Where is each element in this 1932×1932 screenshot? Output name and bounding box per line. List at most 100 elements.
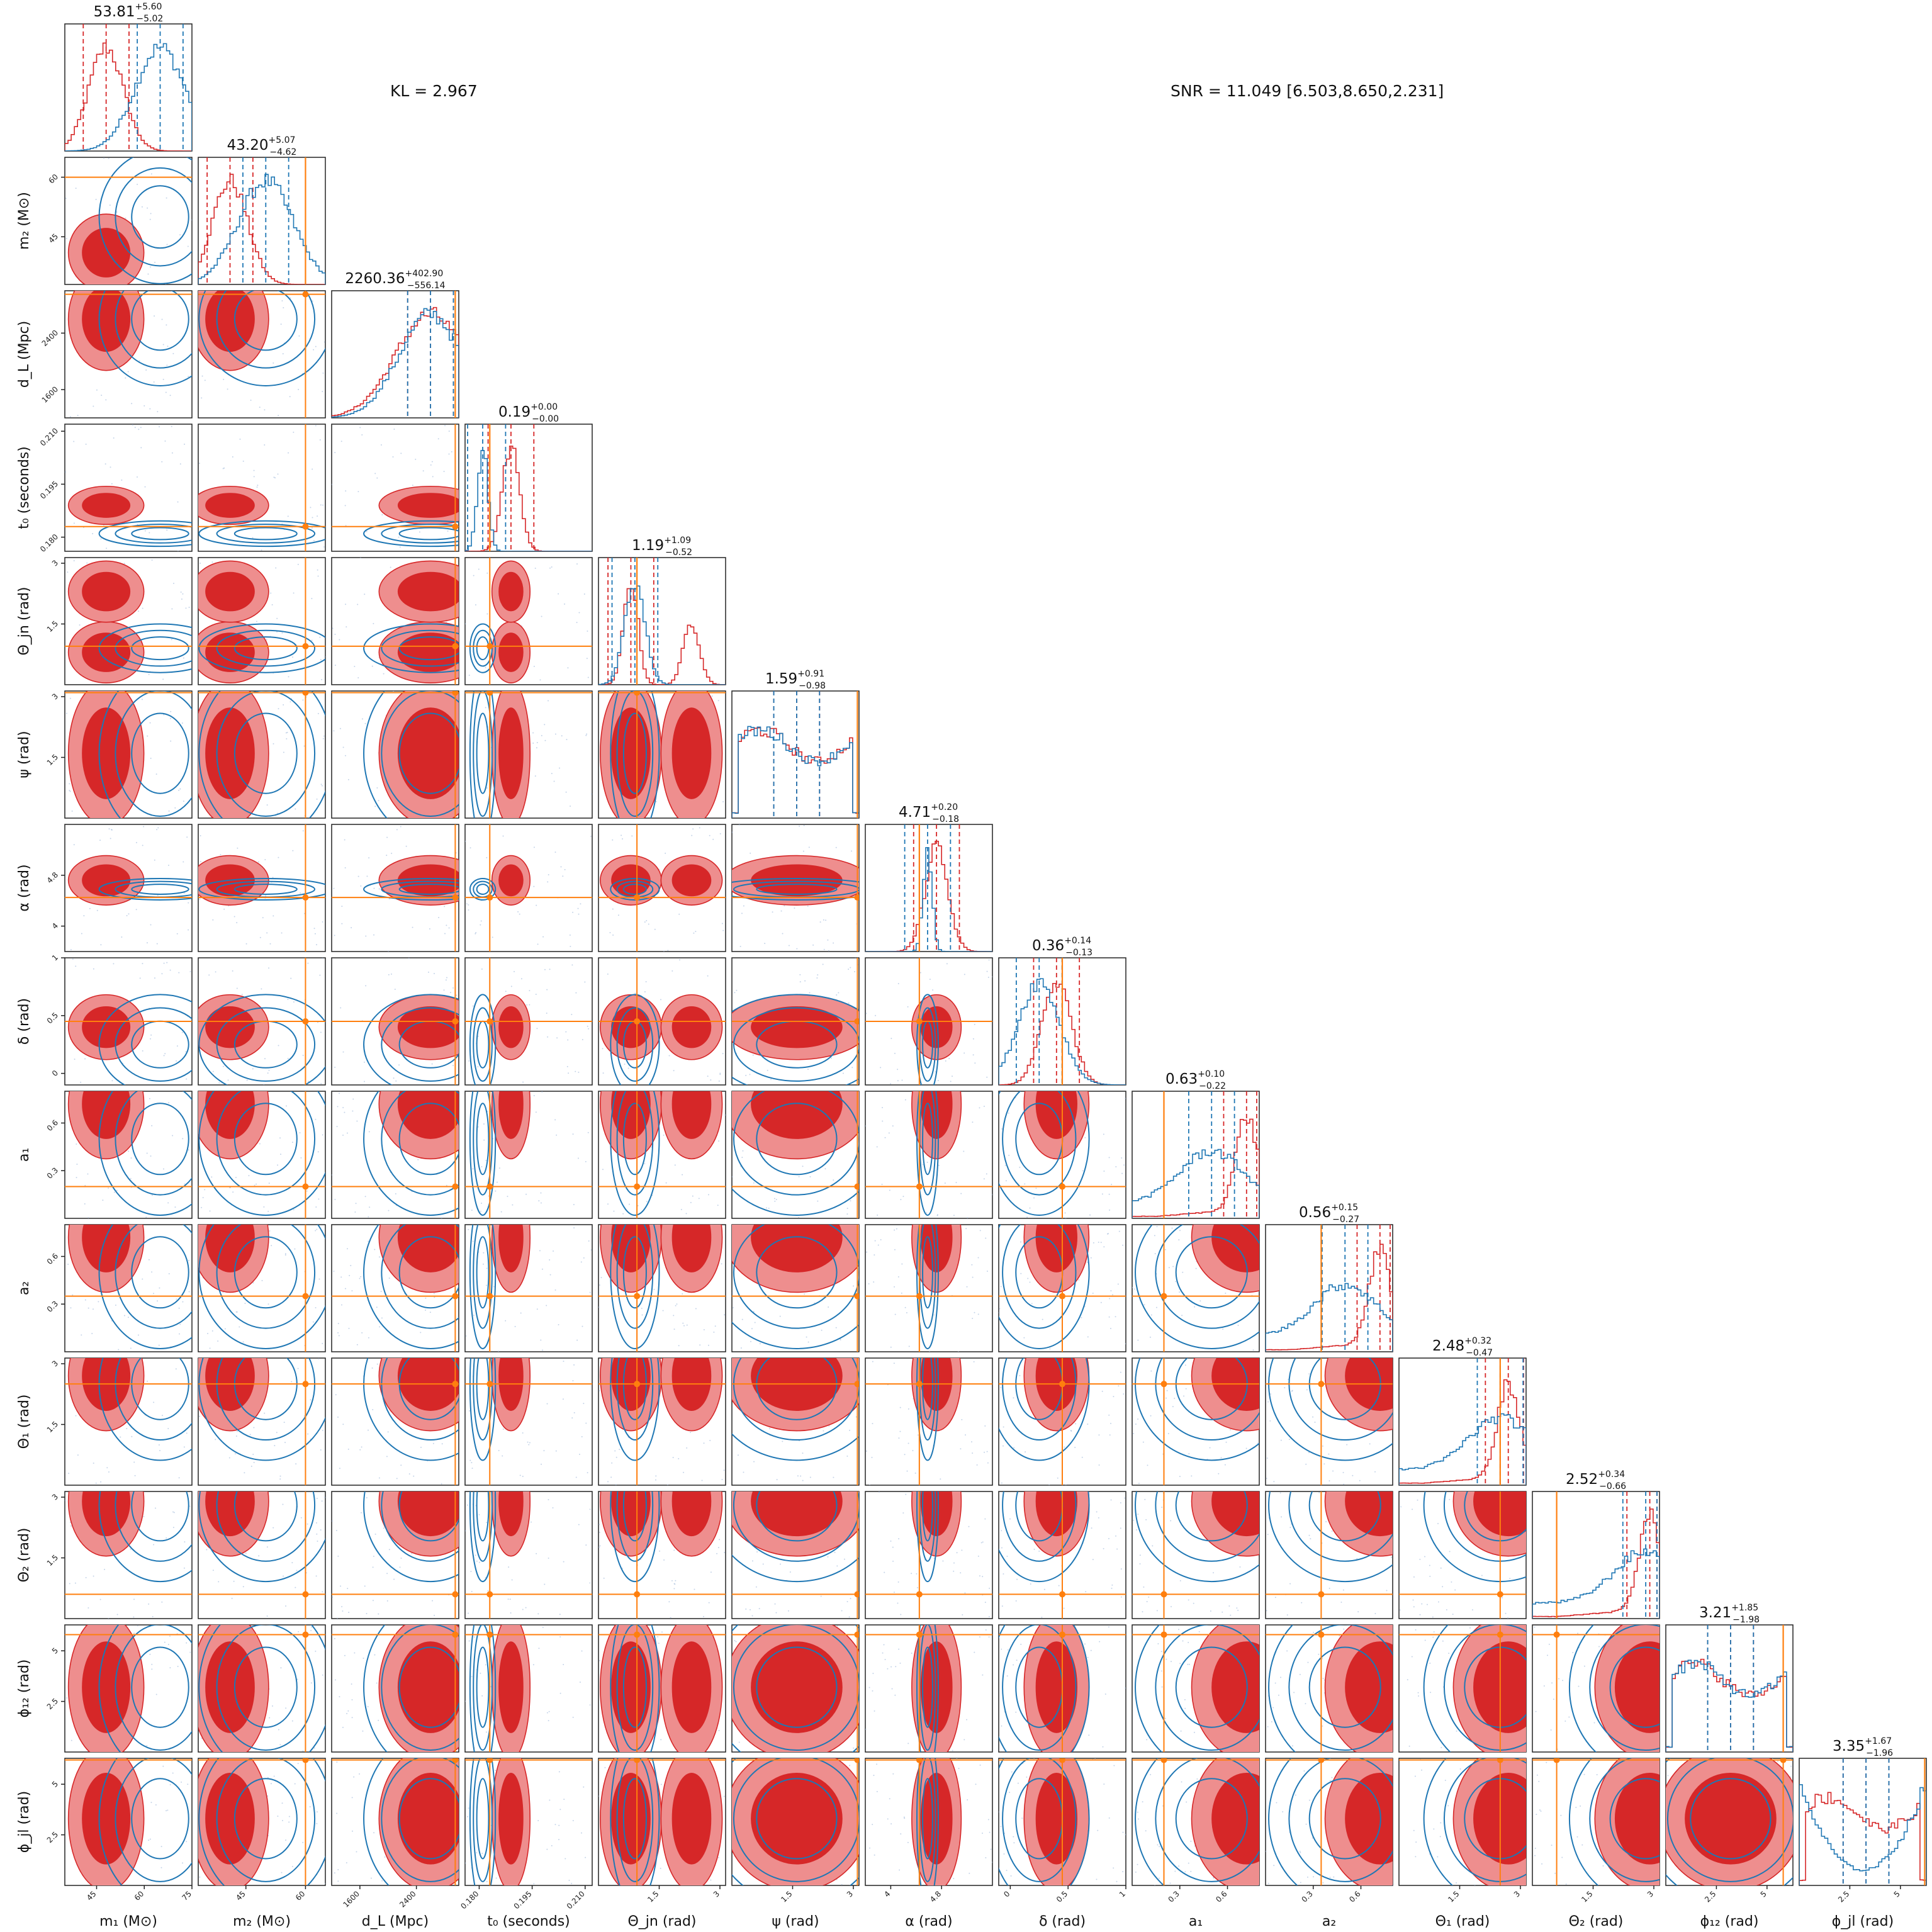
blue-contour xyxy=(732,1433,859,1461)
blue-contour xyxy=(1423,1625,1451,1752)
truth-marker xyxy=(302,1631,309,1638)
y-tick-label: 3 xyxy=(50,1492,60,1502)
xlabel-m2: m₂ (M⊙) xyxy=(233,1914,291,1929)
red-contour-inner xyxy=(397,864,459,897)
blue-contour xyxy=(1002,1758,1077,1882)
x-tick-label: 5 xyxy=(1759,1889,1768,1899)
blue-contour xyxy=(610,878,660,901)
truth-marker xyxy=(486,1758,493,1763)
blue-contour xyxy=(622,1778,647,1860)
contour-panel-a2-vs-delta xyxy=(998,1224,1126,1352)
y-tick-label: 0.195 xyxy=(38,480,60,501)
xlabel-t0: t₀ (seconds) xyxy=(487,1914,570,1929)
blue-contour xyxy=(756,884,838,895)
x-tick-label: 0.195 xyxy=(512,1889,534,1911)
red-contour-inner xyxy=(671,1225,712,1272)
truth-marker xyxy=(486,691,493,696)
contour-panel-phi12-vs-psi xyxy=(731,1624,860,1753)
blue-contour xyxy=(198,1091,325,1216)
blue-contour xyxy=(756,1103,838,1176)
y-tick-label: 60 xyxy=(47,172,60,186)
blue-histogram xyxy=(1666,1660,1793,1752)
title-theta_jn: 1.19+1.09 −0.52 xyxy=(632,536,692,558)
contour-panel-theta1-vs-alpha xyxy=(865,1357,993,1486)
hist-panel-dL: 2260.36+402.90 −556.14 xyxy=(331,269,459,418)
truth-marker xyxy=(634,894,641,901)
blue-contour xyxy=(198,623,325,673)
red-contour-inner xyxy=(498,1225,524,1272)
truth-marker xyxy=(634,1631,641,1638)
y-tick-label: 5 xyxy=(50,1646,60,1655)
blue-contour xyxy=(469,994,497,1085)
blue-contour xyxy=(115,1625,192,1751)
blue-contour xyxy=(1002,1091,1077,1196)
blue-contour xyxy=(476,1103,490,1176)
blue-contour xyxy=(469,1625,497,1752)
blue-contour xyxy=(469,878,497,901)
blue-contour xyxy=(1155,1491,1259,1562)
truth-marker xyxy=(1318,1381,1325,1388)
blue-contour xyxy=(1155,1225,1259,1329)
xlabel-psi: ψ (rad) xyxy=(772,1914,819,1929)
contour-panel-phijl-vs-theta2: 1.5 3 Θ₂ (rad) xyxy=(1532,1758,1660,1929)
blue-contour xyxy=(98,994,192,1085)
contour-panel-a1-vs-alpha xyxy=(865,1091,993,1219)
contour-panel-a2-vs-psi xyxy=(731,1224,860,1352)
blue-contour xyxy=(732,1188,859,1216)
y-tick-label: 1.5 xyxy=(45,1420,60,1434)
x-tick-label: 4.8 xyxy=(928,1889,943,1904)
red-histogram xyxy=(1266,1244,1393,1352)
red-contour-inner xyxy=(671,1006,712,1048)
truth-marker xyxy=(634,691,641,696)
x-tick-label: 1.5 xyxy=(1446,1889,1461,1904)
y-tick-label: 2400 xyxy=(40,329,60,348)
blue-contour xyxy=(610,1758,660,1885)
blue-contour xyxy=(233,1778,298,1860)
red-contour-inner xyxy=(82,1641,131,1733)
blue-contour xyxy=(198,878,325,901)
contour-panel-psi-vs-t0 xyxy=(464,690,593,819)
truth-marker xyxy=(302,1591,309,1598)
red-contour-inner xyxy=(751,1225,843,1272)
contour-panel-theta2-vs-theta_jn xyxy=(598,1491,726,1619)
contour-panel-psi-vs-m2 xyxy=(198,690,326,819)
hist-panel-a1: 0.63+0.10 −0.22 xyxy=(1132,1069,1260,1219)
hist-panel-a2: 0.56+0.15 −0.27 xyxy=(1265,1203,1393,1352)
contour-panel-phi12-vs-t0 xyxy=(464,1624,593,1753)
blue-contour xyxy=(922,1103,933,1176)
truth-marker xyxy=(302,1381,309,1388)
truth-marker xyxy=(1497,1591,1503,1598)
blue-contour xyxy=(473,1491,493,1562)
blue-contour xyxy=(616,691,654,817)
red-contour-inner xyxy=(205,1641,255,1733)
contour-panel-phijl-vs-theta1: 1.5 3 Θ₁ (rad) xyxy=(1398,1758,1527,1929)
truth-marker xyxy=(916,1591,923,1598)
red-contour-inner xyxy=(1614,1773,1660,1865)
ylabel-a1: a₁ xyxy=(16,1148,32,1162)
red-contour-inner xyxy=(920,1491,953,1537)
contour-panel-alpha-vs-dL xyxy=(331,824,459,952)
x-tick-label: 0.6 xyxy=(1347,1889,1362,1904)
red-contour-inner xyxy=(1035,1491,1077,1537)
xlabel-phi12: ϕ₁₂ (rad) xyxy=(1700,1914,1759,1929)
red-contour-inner xyxy=(397,1225,459,1272)
red-contour-inner xyxy=(397,707,459,799)
truth-marker xyxy=(486,1631,493,1638)
title-m1: 53.81+5.60 −5.02 xyxy=(94,2,164,24)
truth-marker xyxy=(916,1018,923,1025)
blue-contour xyxy=(1002,1491,1077,1562)
blue-contour xyxy=(115,1758,192,1882)
blue-contour xyxy=(1288,1758,1393,1882)
truth-marker xyxy=(1059,1631,1065,1638)
contour-panel-a2-vs-alpha xyxy=(865,1224,993,1352)
blue-contour xyxy=(916,1758,939,1885)
blue-contour xyxy=(398,636,459,661)
y-tick-label: 0.6 xyxy=(45,1118,60,1133)
xlabel-alpha: α (rad) xyxy=(905,1914,952,1929)
x-tick-label: 75 xyxy=(180,1889,193,1902)
x-tick-label: 3 xyxy=(712,1889,721,1899)
red-contour-inner xyxy=(751,1491,843,1537)
blue-contour xyxy=(1609,1646,1660,1728)
contour-panel-phi12-vs-dL xyxy=(331,1624,459,1753)
blue-contour xyxy=(473,1007,493,1082)
